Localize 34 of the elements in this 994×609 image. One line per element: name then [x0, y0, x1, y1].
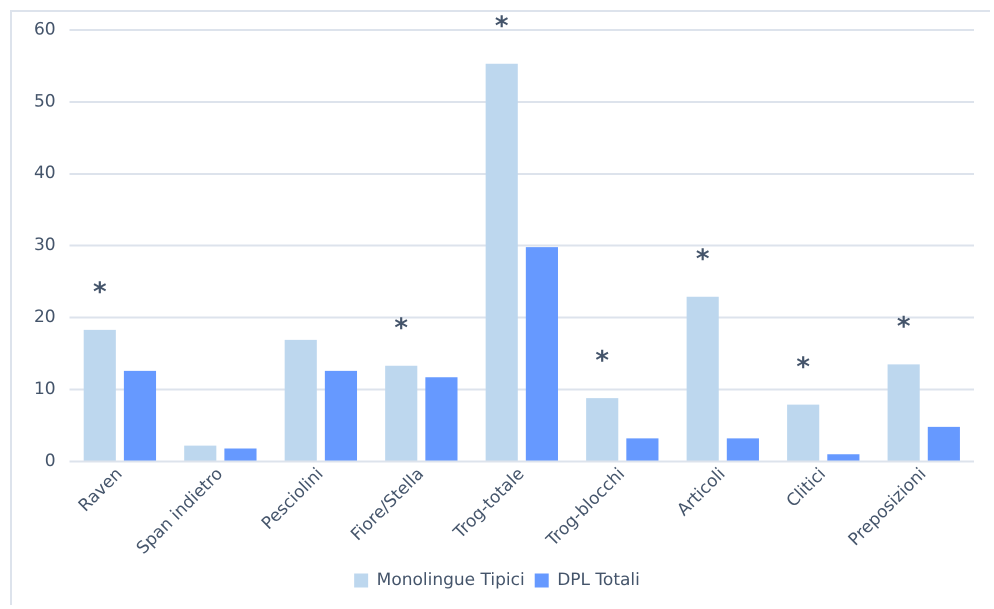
bar	[385, 366, 418, 460]
bar	[284, 340, 317, 460]
bar	[787, 404, 820, 460]
bar	[425, 377, 458, 460]
bar	[184, 446, 216, 460]
bar	[324, 370, 358, 460]
data-label: *	[796, 352, 810, 382]
bar	[486, 64, 518, 460]
bar	[84, 330, 116, 460]
data-label: *	[896, 312, 911, 342]
data-label: *	[696, 244, 710, 275]
bar	[827, 454, 860, 460]
data-label: *	[92, 278, 107, 308]
legend-label: Monolingue Tipici	[376, 570, 525, 590]
y-tick-label: 20	[34, 307, 56, 328]
bar	[526, 247, 558, 460]
y-tick-label: 0	[44, 450, 56, 471]
data-label: *	[595, 346, 610, 376]
y-tick-label: 10	[34, 378, 56, 399]
y-tick-label: 50	[34, 91, 56, 112]
bar	[686, 296, 719, 460]
bar	[888, 364, 920, 460]
data-label: *	[394, 314, 408, 344]
bar	[586, 398, 618, 460]
bar	[726, 438, 759, 460]
bar	[626, 438, 658, 460]
y-tick-label: 30	[34, 235, 56, 256]
y-tick-label: 40	[34, 163, 56, 184]
bar	[224, 448, 257, 460]
bar	[124, 370, 156, 460]
data-label: *	[494, 12, 509, 42]
legend-label: DPL Totali	[557, 570, 640, 590]
bar	[928, 426, 960, 460]
y-tick-label: 60	[34, 19, 56, 40]
